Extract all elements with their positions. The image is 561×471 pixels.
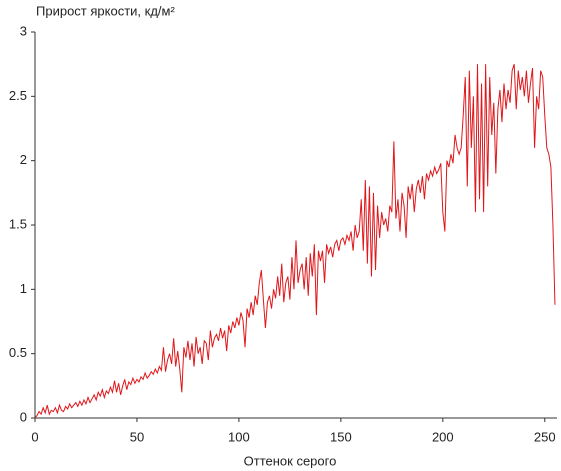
y-tick-label: 0	[20, 409, 27, 424]
y-tick-label: 0.5	[9, 345, 27, 360]
y-tick-label: 2	[20, 152, 27, 167]
y-tick-label: 1.5	[9, 216, 27, 231]
data-line	[34, 64, 556, 419]
x-tick-label: 50	[130, 429, 144, 444]
y-tick-label: 3	[20, 23, 27, 38]
x-tick-label: 250	[534, 429, 556, 444]
x-tick-label: 200	[432, 429, 454, 444]
y-tick-label: 2.5	[9, 88, 27, 103]
x-tick-label: 100	[228, 429, 250, 444]
x-tick-label: 0	[31, 429, 38, 444]
y-tick-label: 1	[20, 281, 27, 296]
chart-title: Прирост яркости, кд/м²	[36, 3, 175, 18]
x-axis-label: Оттенок серого	[244, 453, 337, 468]
x-tick-label: 150	[330, 429, 352, 444]
